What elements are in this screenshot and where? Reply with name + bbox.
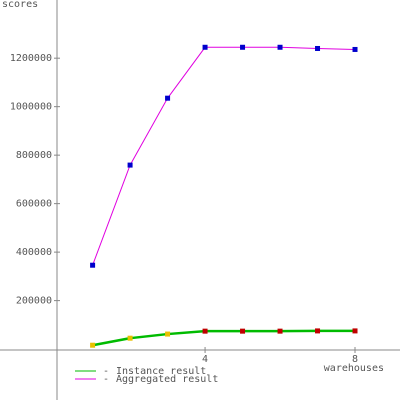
legend-dash: - <box>103 366 109 377</box>
data-point <box>90 342 96 348</box>
data-point <box>315 328 321 334</box>
x-tick-label: 4 <box>202 354 208 365</box>
legend-dash: - <box>103 374 109 385</box>
data-point <box>315 45 321 51</box>
data-point <box>202 44 208 50</box>
y-tick-label: 800000 <box>16 150 52 161</box>
y-tick-label: 200000 <box>16 296 52 307</box>
legend-label: Aggregated result <box>116 374 218 385</box>
y-tick-label: 600000 <box>16 199 52 210</box>
data-point <box>127 335 133 341</box>
data-point <box>165 95 171 101</box>
data-point <box>277 328 283 334</box>
data-point <box>352 328 358 334</box>
y-tick-label: 1000000 <box>10 102 52 113</box>
legend-label: Instance result <box>116 366 206 377</box>
data-point <box>127 162 133 168</box>
series-line <box>92 46 356 266</box>
y-axis-label: scores <box>2 0 38 10</box>
series-line <box>92 329 356 347</box>
x-axis-label: warehouses <box>324 363 384 374</box>
data-point <box>165 331 171 337</box>
data-point <box>202 328 208 334</box>
data-point <box>352 46 358 52</box>
data-point <box>277 44 283 50</box>
data-point <box>90 262 96 268</box>
y-tick-label: 1200000 <box>10 53 52 64</box>
data-point <box>240 328 246 334</box>
data-point <box>240 44 246 50</box>
x-tick-label: 8 <box>352 354 358 365</box>
y-tick-label: 400000 <box>16 247 52 258</box>
